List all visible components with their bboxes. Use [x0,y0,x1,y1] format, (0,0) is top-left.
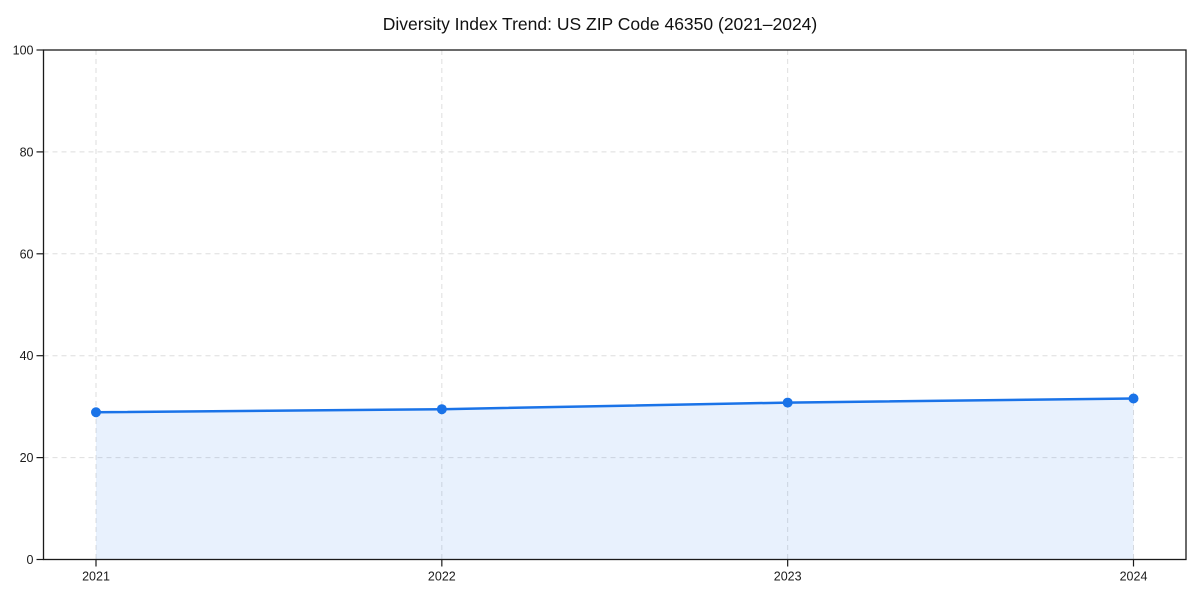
area-fill [96,398,1134,560]
data-point-2021 [91,407,101,418]
y-tick-label-100: 100 [13,44,34,58]
y-tick-label-60: 60 [20,247,34,261]
x-tick-label-2021: 2021 [82,570,110,584]
plot-area: 0 20 40 60 80 100 2021 2022 2023 2024 [13,44,1187,584]
y-tick-label-80: 80 [20,145,34,159]
x-tick-label-2022: 2022 [428,570,456,584]
chart-title: Diversity Index Trend: US ZIP Code 46350… [383,14,818,34]
y-tick-label-40: 40 [20,349,34,363]
x-tick-label-2023: 2023 [774,570,802,584]
y-tick-label-20: 20 [20,451,34,465]
y-tick-label-0: 0 [27,553,34,567]
data-point-2023 [782,397,793,408]
axis-frame [42,49,1187,561]
trend-line-diversity-index [94,397,1135,414]
data-point-2022 [436,404,447,415]
x-tick-label-2024: 2024 [1120,570,1148,584]
data-point-2024 [1128,393,1139,404]
